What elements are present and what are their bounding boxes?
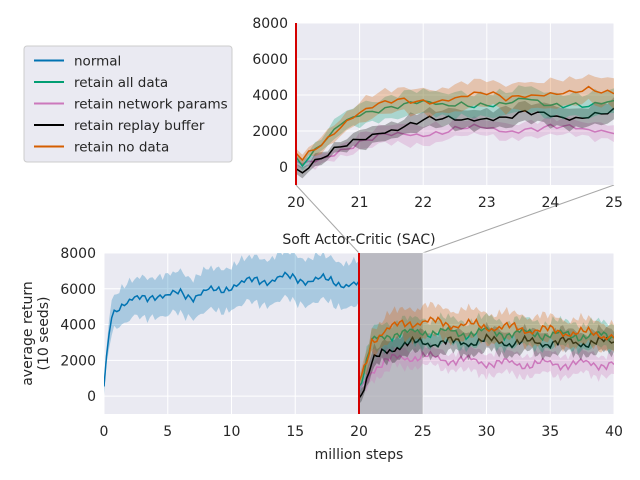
main-ylabel: average return(10 seeds) (20, 281, 52, 386)
legend-box (23, 45, 233, 163)
inset-plot-area (296, 23, 614, 185)
main-band-normal (104, 253, 359, 395)
inset-xtick-label: 22 (414, 195, 432, 211)
main-xtick-label: 15 (286, 424, 304, 440)
main-line-retain-replay-buffer (358, 333, 614, 399)
main-xtick-label: 5 (163, 424, 172, 440)
main-line-retain-network-params (358, 350, 614, 391)
main-ytick-label: 6000 (60, 282, 96, 298)
legend: normal retain all data retain network para… (23, 45, 233, 163)
inset-band-retain-no-data (296, 74, 614, 166)
main-xtick-label: 30 (478, 424, 496, 440)
inset-plot: 20 21 22 23 24 25 0 2000 4000 6000 8000 (252, 16, 623, 211)
legend-label: retain all data (74, 75, 168, 91)
main-zoom-region (359, 253, 423, 414)
legend-label: retain network params (74, 97, 228, 113)
main-plot: 0 5 10 15 20 25 30 35 40 0 2000 4000 6000 8000 Soft Ac… (20, 232, 623, 463)
main-ytick-label: 0 (87, 389, 96, 405)
inset-ytick-label: 8000 (252, 16, 288, 32)
main-ylabel-line: (10 seeds) (36, 297, 52, 371)
inset-band-retain-all-data (296, 85, 614, 171)
legend-label: retain no data (74, 140, 169, 156)
inset-line-retain-no-data (296, 85, 614, 162)
main-xtick-label: 0 (100, 424, 109, 440)
main-xtick-label: 25 (414, 424, 432, 440)
main-band-retain-network-params (359, 341, 614, 398)
main-ytick-label: 2000 (60, 353, 96, 369)
main-ytick-label: 8000 (60, 246, 96, 262)
inset-ytick-label: 0 (279, 160, 288, 176)
main-band-retain-no-data (359, 301, 614, 388)
main-xtick-label: 35 (541, 424, 559, 440)
legend-label: retain replay buffer (74, 118, 205, 134)
inset-xtick-label: 21 (351, 195, 369, 211)
main-xlabel: million steps (315, 447, 404, 463)
inset-band-retain-replay-buffer (296, 97, 614, 179)
main-xtick-label: 20 (350, 424, 368, 440)
inset-series-layer (296, 74, 614, 179)
inset-xtick-label: 25 (605, 195, 623, 211)
zoom-connector-left (295, 184, 360, 254)
inset-line-retain-network-params (296, 123, 614, 165)
main-line-retain-all-data (358, 326, 614, 387)
main-band-retain-all-data (359, 312, 614, 393)
zoom-connectors (295, 184, 615, 254)
main-series-layer (104, 253, 614, 405)
inset-xtick-label: 20 (287, 195, 305, 211)
inset-xtick-label: 24 (541, 195, 559, 211)
main-line-normal (104, 271, 360, 387)
legend-label: normal (74, 54, 121, 70)
main-ylabel-line: average return (20, 281, 36, 386)
main-line-retain-no-data (358, 316, 614, 383)
zoom-connector-right (422, 184, 615, 254)
inset-xtick-label: 23 (478, 195, 496, 211)
main-ytick-label: 4000 (60, 318, 96, 334)
main-xtick-label: 10 (223, 424, 241, 440)
main-title: Soft Actor-Critic (SAC) (282, 232, 435, 248)
main-xtick-label: 40 (605, 424, 623, 440)
inset-ytick-label: 6000 (252, 52, 288, 68)
inset-line-retain-replay-buffer (296, 107, 614, 174)
inset-ytick-label: 4000 (252, 88, 288, 104)
inset-ytick-label: 2000 (252, 124, 288, 140)
